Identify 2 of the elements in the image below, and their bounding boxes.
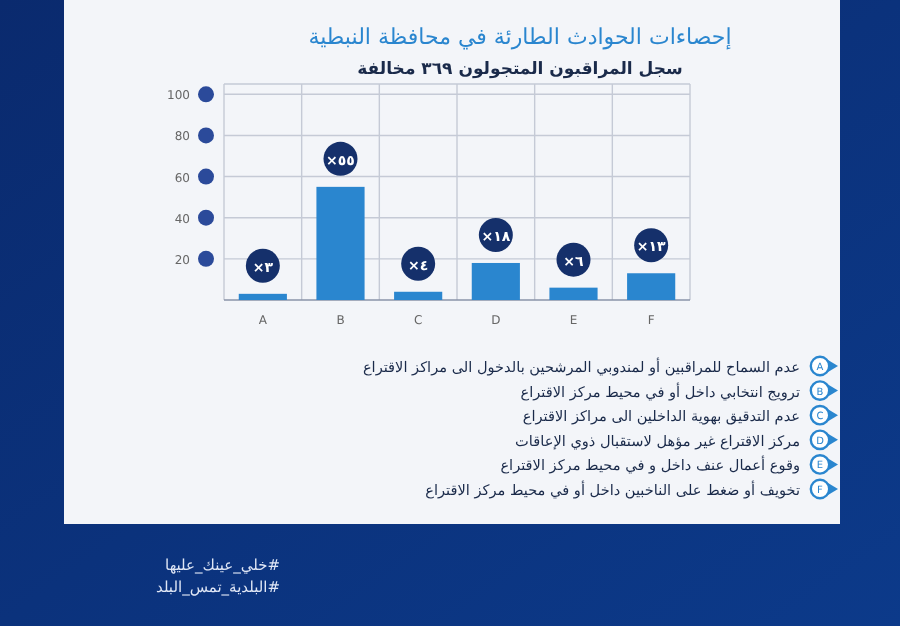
chart-title: إحصاءات الحوادث الطارئة في محافظة النبطية (308, 24, 732, 50)
chart-subtitle: سجل المراقبون المتجولون ٣٦٩ مخالفة (357, 60, 683, 80)
